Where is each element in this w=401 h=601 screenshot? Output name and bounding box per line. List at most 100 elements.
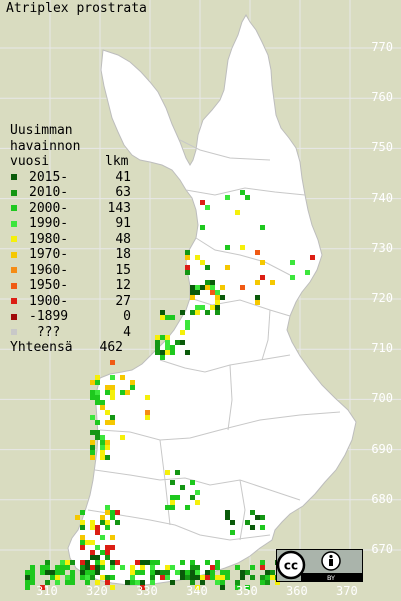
observation-dot	[245, 570, 250, 575]
legend-swatch	[11, 313, 17, 320]
observation-dot	[215, 290, 220, 295]
legend-count: 143	[107, 200, 131, 216]
observation-dot	[215, 300, 220, 305]
legend-count: 91	[115, 216, 131, 231]
observation-dot	[220, 295, 225, 300]
observation-dot	[90, 540, 95, 545]
observation-dot	[195, 490, 200, 495]
observation-dot	[90, 450, 95, 455]
cc-by-icon: cc BY	[276, 550, 362, 582]
y-tick-label: 690	[371, 441, 393, 456]
observation-dot	[200, 285, 205, 290]
observation-dot	[25, 585, 30, 590]
observation-dot	[110, 415, 115, 420]
observation-dot	[110, 535, 115, 540]
observation-dot	[55, 575, 60, 580]
legend-count: 15	[115, 262, 131, 278]
legend-total-label: Yhteensä	[10, 340, 73, 355]
legend-swatch	[11, 329, 17, 336]
legend-count: 0	[123, 309, 131, 324]
observation-dot	[200, 575, 205, 580]
observation-dot	[235, 210, 240, 215]
observation-dot	[240, 575, 245, 580]
y-tick-label: 700	[371, 391, 393, 406]
observation-dot	[95, 400, 100, 405]
observation-dot	[170, 315, 175, 320]
observation-dot	[140, 560, 145, 565]
observation-dot	[190, 310, 195, 315]
observation-dot	[110, 395, 115, 400]
observation-dot	[80, 510, 85, 515]
y-tick-label: 730	[371, 240, 393, 255]
observation-dot	[50, 570, 55, 575]
observation-dot	[195, 570, 200, 575]
observation-dot	[100, 450, 105, 455]
observation-dot	[240, 190, 245, 195]
observation-dot	[135, 570, 140, 575]
legend-row: -1899 0	[10, 309, 131, 325]
observation-dot	[60, 570, 65, 575]
observation-dot	[195, 305, 200, 310]
cc-by-license-badge[interactable]: cc BY	[276, 549, 363, 582]
observation-dot	[205, 575, 210, 580]
legend-row: 1950- 12	[10, 278, 131, 294]
observation-dot	[95, 570, 100, 575]
observation-dot	[120, 390, 125, 395]
observation-dot	[235, 585, 240, 590]
observation-dot	[110, 385, 115, 390]
observation-dot	[155, 350, 160, 355]
observation-dot	[260, 560, 265, 565]
observation-dot	[165, 350, 170, 355]
observation-dot	[265, 575, 270, 580]
finland-land	[67, 13, 357, 586]
observation-dot	[110, 565, 115, 570]
legend-col-year: vuosi	[10, 154, 50, 169]
legend-row: 1900- 27	[10, 294, 131, 310]
observation-dot	[150, 575, 155, 580]
observation-dot	[255, 295, 260, 300]
observation-dot	[185, 575, 190, 580]
observation-dot	[265, 580, 270, 585]
observation-dot	[210, 570, 215, 575]
legend-count: 27	[115, 293, 131, 309]
observation-dot	[50, 575, 55, 580]
observation-dot	[180, 330, 185, 335]
observation-dot	[175, 340, 180, 345]
legend-swatch	[11, 298, 17, 305]
observation-dot	[195, 290, 200, 295]
observation-dot	[205, 570, 210, 575]
observation-dot	[100, 560, 105, 565]
observation-dot	[105, 525, 110, 530]
observation-dot	[170, 495, 175, 500]
observation-dot	[195, 585, 200, 590]
x-tick-label: 320	[86, 584, 108, 598]
observation-dot	[95, 545, 100, 550]
y-tick-label: 670	[371, 542, 393, 556]
observation-dot	[90, 565, 95, 570]
observation-dot	[165, 470, 170, 475]
observation-dot	[105, 510, 110, 515]
legend: Uusimman havainnon vuosi lkm 2015- 41 2010…	[10, 123, 131, 356]
legend-row: 1990- 91	[10, 216, 131, 232]
observation-dot	[255, 250, 260, 255]
observation-dot	[105, 545, 110, 550]
observation-dot	[195, 285, 200, 290]
observation-dot	[275, 580, 280, 585]
observation-dot	[60, 565, 65, 570]
observation-dot	[230, 530, 235, 535]
observation-dot	[185, 255, 190, 260]
y-tick-label: 720	[371, 291, 393, 305]
observation-dot	[95, 565, 100, 570]
observation-dot	[30, 580, 35, 585]
legend-row: 2010- 63	[10, 185, 131, 201]
observation-dot	[160, 575, 165, 580]
observation-dot	[170, 350, 175, 355]
observation-dot	[170, 500, 175, 505]
observation-dot	[80, 570, 85, 575]
observation-dot	[40, 565, 45, 570]
observation-dot	[195, 500, 200, 505]
observation-dot	[85, 540, 90, 545]
observation-dot	[180, 560, 185, 565]
